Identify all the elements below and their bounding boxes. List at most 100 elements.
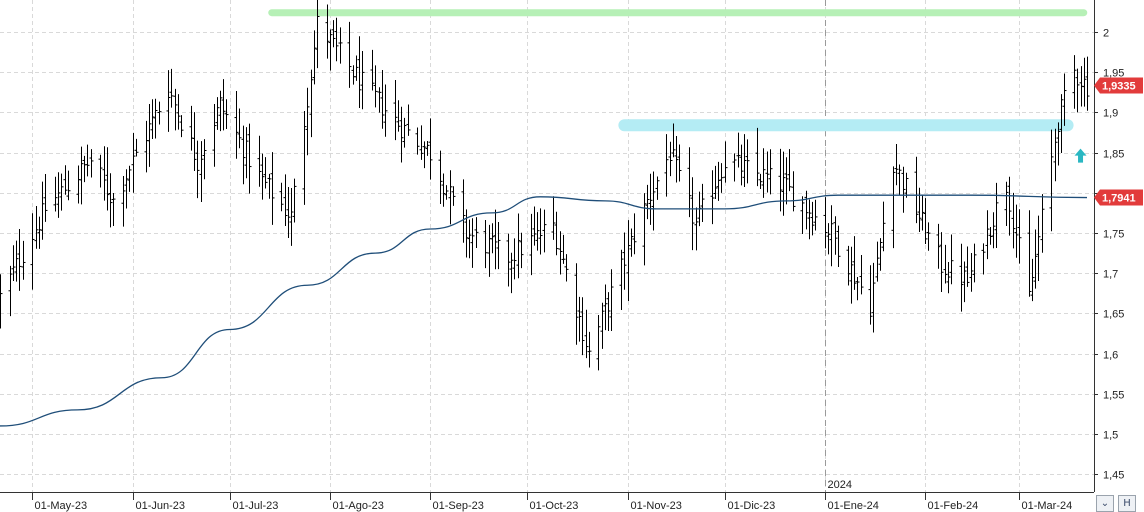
up-arrow-shape — [1074, 148, 1087, 163]
ohlc-bar — [63, 165, 68, 195]
ohlc-bar — [237, 108, 242, 149]
ohlc-bar — [829, 205, 834, 267]
ohlc-bar — [855, 277, 860, 301]
ohlc-bar — [260, 153, 265, 200]
ohlc-bar — [195, 140, 200, 199]
ohlc-bar — [17, 228, 22, 291]
ohlc-bar — [448, 170, 453, 225]
ohlc-bar — [542, 209, 547, 253]
ohlc-bar — [147, 104, 152, 167]
ohlc-bar — [564, 254, 569, 282]
ohlc-bar — [981, 243, 986, 275]
x-tick-label: 01-Dic-23 — [728, 500, 776, 512]
ohlc-bar — [402, 117, 407, 148]
ohlc-bar — [538, 208, 543, 255]
ohlc-bar — [736, 132, 741, 168]
grid — [0, 0, 1094, 492]
ohlc-bar — [157, 101, 162, 125]
ohlc-bar — [949, 234, 954, 285]
chart-mode-icon: H — [1123, 498, 1131, 509]
ohlc-bar — [914, 156, 919, 224]
ohlc-bar — [668, 141, 673, 177]
ohlc-bar — [315, 0, 320, 69]
ohlc-bar — [742, 134, 747, 188]
ohlc-bar — [943, 244, 948, 284]
ohlc-bar — [1007, 176, 1012, 236]
ohlc-bar — [1017, 209, 1022, 264]
ohlc-bar — [972, 243, 977, 283]
ohlc-bar — [833, 216, 838, 255]
ohlc-bar — [1014, 204, 1019, 258]
ohlc-bar — [587, 331, 592, 368]
ohlc-bar — [1027, 210, 1032, 297]
ohlc-bar — [331, 20, 336, 48]
ohlc-bar — [535, 212, 540, 251]
ohlc-bar — [574, 263, 579, 345]
ohlc-bar — [56, 172, 61, 218]
ohlc-bar — [1059, 94, 1064, 153]
ohlc-bar — [622, 232, 627, 290]
ohlc-bar — [732, 153, 737, 182]
y-tick-label: 1,5 — [1103, 430, 1118, 442]
chart-mode-button[interactable]: H — [1118, 495, 1136, 512]
x-tick-label: 01-Jul-23 — [233, 500, 279, 512]
x-tick-label: 01-Feb-24 — [928, 500, 979, 512]
ohlc-bar — [441, 173, 446, 207]
moving-average-tag-label: 1,7941 — [1102, 193, 1136, 205]
ohlc-bar — [619, 249, 624, 311]
ohlc-bar — [153, 98, 158, 139]
ohlc-bar — [383, 84, 388, 137]
ohlc-bar — [904, 172, 909, 198]
ohlc-bar — [328, 29, 333, 71]
moving-average-line — [0, 194, 1088, 427]
ohlc-bar — [1040, 194, 1045, 253]
ohlc-bar — [962, 261, 967, 303]
ohlc-bar — [920, 195, 925, 231]
ohlc-bar — [946, 261, 951, 294]
ohlc-bar — [826, 223, 831, 255]
ohlc-bar — [787, 149, 792, 192]
scroll-down-button[interactable]: ⌄ — [1096, 495, 1114, 512]
ohlc-bar — [655, 176, 660, 200]
ohlc-bar — [270, 152, 275, 225]
ohlc-bar — [871, 262, 876, 333]
ohlc-bar — [629, 228, 634, 257]
ohlc-bar — [519, 232, 524, 269]
ohlc-bar — [1072, 55, 1077, 109]
ohlc-bar — [745, 139, 750, 184]
ohlc-bar — [234, 91, 239, 159]
ohlc-bar — [496, 222, 501, 270]
ohlc-bar — [1004, 181, 1009, 226]
ohlc-bar — [257, 135, 262, 187]
ohlc-bar — [166, 70, 171, 132]
ohlc-bar — [380, 69, 385, 129]
ohlc-bar — [221, 79, 226, 131]
plot-background — [0, 0, 1094, 492]
ohlc-bar — [338, 27, 343, 64]
ohlc-bar — [710, 170, 715, 225]
x-tick-label: 01-Nov-23 — [631, 500, 682, 512]
x-axis: 01-May-23 01-Jun-23 01-Jul-23 01-Ago-23 01-S… — [32, 479, 1072, 512]
ohlc-bar — [467, 219, 472, 259]
y-tick-label: 1,7 — [1103, 269, 1118, 281]
ohlc-bar — [800, 196, 805, 235]
ohlc-bar — [179, 115, 184, 138]
ohlc-bar — [244, 127, 249, 179]
ohlc-bar — [1062, 73, 1067, 126]
ohlc-bar — [131, 132, 136, 193]
ohlc-bar — [393, 80, 398, 141]
ohlc-bar — [334, 17, 339, 62]
ohlc-bar — [600, 302, 605, 349]
ohlc-bar — [1030, 258, 1035, 302]
ohlc-bar — [791, 171, 796, 212]
ohlc-bars — [0, 0, 1090, 371]
ohlc-bar — [247, 123, 252, 194]
ohlc-bar — [312, 30, 317, 85]
ohlc-bar — [111, 192, 116, 227]
ohlc-bar — [768, 149, 773, 195]
ohlc-bar — [936, 223, 941, 269]
ohlc-bar — [464, 209, 469, 258]
ohlc-bar — [875, 241, 880, 282]
ohlc-bar — [102, 146, 107, 201]
